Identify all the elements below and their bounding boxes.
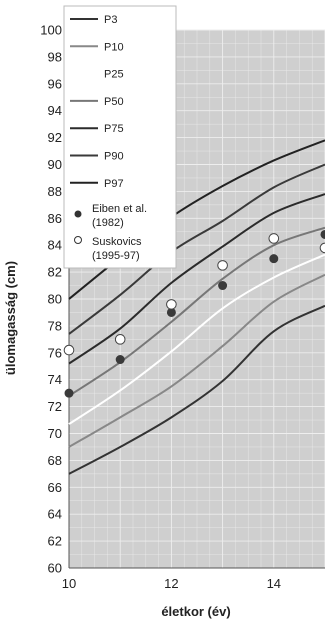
y-tick-label: 88 [48,184,62,199]
y-tick-label: 72 [48,399,62,414]
legend-eiben-marker [74,210,82,218]
y-axis-label: ülomagasság (cm) [3,261,18,375]
point-eiben [115,355,125,365]
series-line-p75 [68,193,325,365]
legend-eiben-label-1: Eiben et al. [92,203,147,215]
point-eiben [64,388,74,398]
point-eiben [269,254,279,264]
legend-label-p75: P75 [104,123,124,135]
legend-label-p97: P97 [104,178,124,190]
legend-label-p10: P10 [104,41,124,53]
y-tick-label: 66 [48,480,62,495]
y-tick-labels: 60 62 64 66 68 70 72 74 76 78 80 82 84 86 88 90 92 94 96 98… [40,23,62,576]
point-suskovics [319,242,325,254]
legend-eiben-label-2: (1982) [92,217,124,229]
legend-label-p90: P90 [104,151,124,163]
series-line-p50 [68,226,325,397]
x-tick-labels: 10 12 14 [62,576,281,591]
legend-suskovics-label-1: Suskovics [92,236,142,248]
series-line-p25 [68,253,325,425]
y-tick-label: 78 [48,318,62,333]
y-tick-label: 68 [48,453,62,468]
y-tick-label: 60 [48,561,62,576]
x-tick-label: 12 [164,576,178,591]
point-eiben [218,281,228,291]
y-tick-label: 92 [48,130,62,145]
y-tick-label: 74 [48,372,62,387]
series-line-p3 [68,304,325,475]
point-suskovics [217,260,228,271]
legend: P3 P10 P25 P50 P75 P90 P97 Eiben et al. (1982)… [63,5,177,269]
point-suskovics [268,233,280,244]
y-tick-label: 70 [48,426,62,441]
y-tick-label: 84 [48,238,62,253]
legend-suskovics-marker [74,236,82,244]
y-tick-label: 64 [48,507,62,522]
y-tick-label: 80 [48,292,62,307]
x-tick-label: 10 [62,576,76,591]
x-axis-label: életkor (év) [161,604,230,619]
series-line-p90 [68,163,325,335]
grid-lines [68,29,325,569]
y-tick-label: 94 [48,103,62,118]
legend-label-p50: P50 [104,96,124,108]
point-suskovics [166,299,177,310]
legend-suskovics-label-2: (1995-97) [92,250,140,262]
y-tick-label: 96 [48,76,62,91]
x-tick-label: 14 [267,576,281,591]
study-points [63,229,325,398]
legend-line-entries: P3 P10 P25 P50 P75 P90 P97 [70,14,124,190]
legend-label-p3: P3 [104,14,117,26]
series-line-p10 [68,273,325,448]
y-tick-label: 86 [48,211,62,226]
y-tick-label: 100 [40,23,62,38]
y-tick-label: 62 [48,534,62,549]
point-eiben [320,229,325,239]
legend-label-p25: P25 [104,69,124,81]
y-tick-label: 90 [48,157,62,172]
legend-box [63,5,177,269]
y-tick-label: 82 [48,265,62,280]
point-suskovics [114,334,126,345]
point-suskovics [63,344,75,356]
y-tick-label: 98 [48,49,62,64]
y-tick-label: 76 [48,345,62,360]
